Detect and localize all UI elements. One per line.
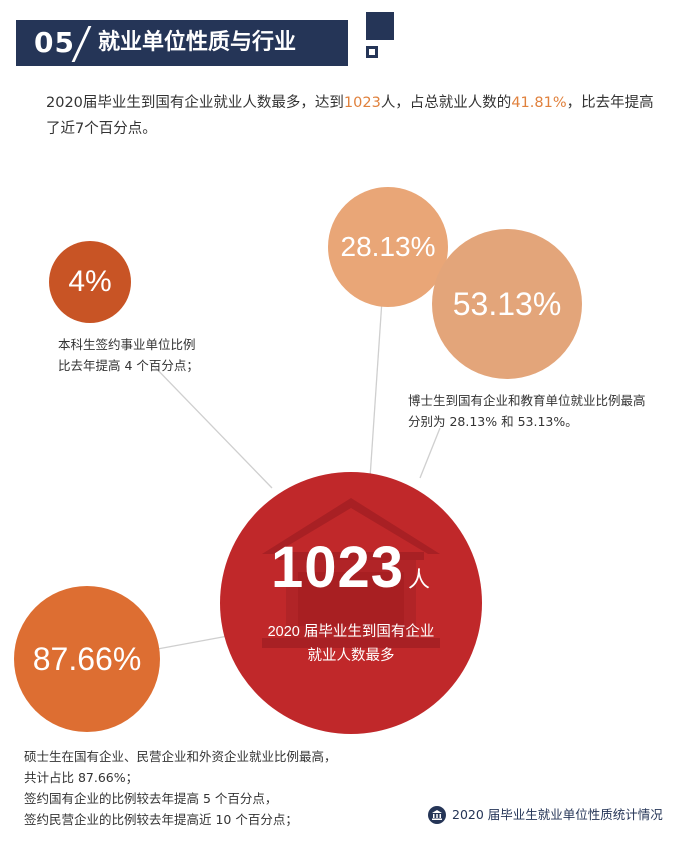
- main-caption: 2020 届毕业生到国有企业 就业人数最多: [220, 620, 482, 668]
- bubble-undergrad-4pct: 4%: [49, 241, 131, 323]
- note-line: 签约国有企业的比例较去年提高 5 个百分点，: [24, 791, 278, 806]
- section-title: 就业单位性质与行业: [98, 30, 297, 55]
- intro-text-1: 2020届毕业生到国有企业就业人数最多，达到: [46, 95, 344, 111]
- bubble-master-87pct: 87.66%: [14, 586, 160, 732]
- note-line: 比去年提高 4 个百分点；: [58, 358, 199, 373]
- connector-line-master: [151, 635, 229, 651]
- connector-line-undergrad: [149, 361, 273, 489]
- intro-highlight-count: 1023: [343, 95, 381, 111]
- bubble-phd-soe-28pct: 28.13%: [328, 187, 448, 307]
- note-line: 共计占比 87.66%；: [24, 770, 139, 785]
- note-phd: 博士生到国有企业和教育单位就业比例最高 分别为 28.13% 和 53.13%。: [408, 390, 678, 432]
- note-line: 硕士生在国有企业、民营企业和外资企业就业比例最高，: [24, 749, 337, 764]
- section-header-bar: [16, 20, 348, 66]
- note-line: 本科生签约事业单位比例: [58, 337, 196, 352]
- note-master: 硕士生在国有企业、民营企业和外资企业就业比例最高， 共计占比 87.66%； 签…: [24, 746, 364, 830]
- intro-paragraph: 2020届毕业生到国有企业就业人数最多，达到1023人，占总就业人数的41.81…: [46, 90, 656, 142]
- main-count: 1023 人: [220, 534, 482, 601]
- header-deco-square: [366, 12, 394, 40]
- note-line: 分别为 28.13% 和 53.13%。: [408, 414, 578, 429]
- note-undergrad: 本科生签约事业单位比例 比去年提高 4 个百分点；: [58, 334, 258, 376]
- bank-icon: [428, 806, 446, 824]
- intro-highlight-percent: 41.81%: [511, 95, 567, 111]
- note-line: 博士生到国有企业和教育单位就业比例最高: [408, 393, 646, 408]
- section-number: 05: [34, 26, 75, 59]
- figure-caption: 2020 届毕业生就业单位性质统计情况: [428, 804, 663, 826]
- header-deco-outline-square: [366, 46, 378, 58]
- main-count-value: 1023: [270, 535, 404, 600]
- building-icon: [262, 498, 440, 648]
- main-caption-line: 就业人数最多: [307, 648, 395, 664]
- main-count-unit: 人: [408, 567, 432, 592]
- figure-caption-text: 2020 届毕业生就业单位性质统计情况: [452, 807, 663, 822]
- main-caption-line: 2020 届毕业生到国有企业: [267, 624, 435, 640]
- bubble-main-1023: 1023 人 2020 届毕业生到国有企业 就业人数最多: [220, 472, 482, 734]
- connector-line-phd-edu: [419, 427, 441, 479]
- note-line: 签约民营企业的比例较去年提高近 10 个百分点；: [24, 812, 298, 827]
- intro-text-2: 人，占总就业人数的: [380, 95, 512, 111]
- connector-line-phd-soe: [369, 299, 383, 479]
- intro-text-3: ，比去年提高了近7个百分点。: [46, 95, 654, 137]
- bubble-phd-edu-53pct: 53.13%: [432, 229, 582, 379]
